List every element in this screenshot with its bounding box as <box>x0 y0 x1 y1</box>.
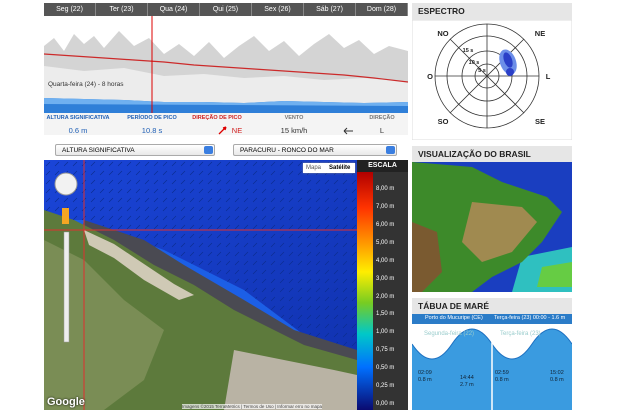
scale-label: 4,00 m <box>376 257 395 264</box>
day-tab[interactable]: Sáb (27) <box>304 3 356 16</box>
location-select[interactable]: PARACURU - RONCO DO MAR <box>233 144 397 156</box>
tide-height: 2.7 m <box>460 382 474 388</box>
tide-day: Terça-feira (23) <box>500 331 541 337</box>
stat-value: 0.6 m <box>68 126 88 135</box>
panel-header: TÁBUA DE MARÉ <box>412 298 572 314</box>
scale-label: 0,25 m <box>376 383 395 390</box>
tide-time: 02:09 <box>418 370 432 376</box>
direction-icon <box>218 126 227 135</box>
scale-label: 0,50 m <box>376 365 395 372</box>
map-button[interactable]: Mapa <box>306 165 322 171</box>
tide-height: 0.8 m <box>495 377 509 383</box>
wave-chart: Quarta-feira (24) - 8 horas <box>44 16 408 113</box>
map-type: Mapa Satélite <box>303 163 355 173</box>
spectrum-label: 5 s <box>478 68 486 74</box>
wind-icon <box>343 127 353 135</box>
day-tab[interactable]: Sex (26) <box>252 3 304 16</box>
scale-title: ESCALA <box>368 162 397 169</box>
tide-day: Segunda-feira (22) <box>424 331 475 337</box>
map[interactable] <box>44 160 408 410</box>
variable-select[interactable]: ALTURA SIGNIFICATIVA <box>55 144 215 156</box>
scale-label: 5,00 m <box>376 239 395 246</box>
scale-label: 2,00 m <box>376 293 395 300</box>
scale-label: 0,75 m <box>376 347 395 354</box>
select-text: ALTURA SIGNIFICATIVA <box>62 147 135 154</box>
stat-header: ALTURA SIGNIFICATIVA <box>46 115 110 121</box>
spectrum-label: 15 s <box>463 48 474 54</box>
stat-header: PERÍODO DE PICO <box>127 115 177 121</box>
spectrum-label: O <box>427 72 433 81</box>
scale-label: 7,00 m <box>376 203 395 210</box>
panel-header: VISUALIZAÇÃO DO BRASIL <box>412 146 572 162</box>
scale-label: 3,00 m <box>376 275 395 282</box>
map-attribution: Imagens ©2015 TerraMetrics | Termos de U… <box>182 404 323 409</box>
scale-label: 0,00 m <box>376 401 395 407</box>
stats-bar <box>44 113 408 135</box>
stat-header: DIREÇÃO <box>369 115 395 121</box>
tide-time: 02:59 <box>495 370 509 376</box>
spectrum-label: NE <box>535 29 545 38</box>
day-tab[interactable]: Seg (22) <box>44 3 96 16</box>
tide-height: 0.8 m <box>550 377 564 383</box>
tide-time: 15:02 <box>550 370 564 376</box>
map-button[interactable]: Satélite <box>329 165 351 171</box>
select-arrow <box>204 146 213 154</box>
scale-label: 1,00 m <box>376 329 395 336</box>
tide-current: Terça-feira (23) 00:00 - 1.6 m <box>494 315 566 321</box>
spectrum-label: SE <box>535 117 545 126</box>
spectrum-label: SO <box>438 117 449 126</box>
panel-header: ESPECTRO <box>412 3 572 20</box>
stat-header: VENTO <box>284 115 304 121</box>
select-arrow <box>386 146 395 154</box>
chart-label: Quarta-feira (24) - 8 horas <box>48 81 124 88</box>
tide-height: 0.8 m <box>418 377 432 383</box>
day-tab[interactable]: Qua (24) <box>148 3 200 16</box>
brazil-map <box>412 162 572 292</box>
stat-value: NE <box>231 126 243 135</box>
day-tab[interactable]: Ter (23) <box>96 3 148 16</box>
spectrum-label: L <box>546 72 551 81</box>
select-text: PARACURU - RONCO DO MAR <box>240 147 334 154</box>
stat-value: 15 km/h <box>280 126 308 135</box>
spectrum-label: 10 s <box>469 60 480 66</box>
scale-label: 6,00 m <box>376 221 395 228</box>
day-tab[interactable]: Dom (28) <box>356 3 408 16</box>
scale-label: 8,00 m <box>376 186 395 192</box>
stat-header: DIREÇÃO DE PICO <box>192 115 242 121</box>
day-tab[interactable]: Qui (25) <box>200 3 252 16</box>
tide-port: Porto do Mucuripe (CE) <box>425 315 483 321</box>
tide-chart <box>412 314 572 410</box>
scale-label: 1,50 m <box>376 311 395 318</box>
spectrum-label: NO <box>437 29 448 38</box>
tide-time: 14:44 <box>460 375 474 381</box>
map-logo: Google <box>47 396 85 408</box>
stat-value: L <box>379 126 385 135</box>
spectrum-plot: NO NE O L SO SE 15 s 10 s 5 s <box>412 20 572 140</box>
stat-value: 10.8 s <box>141 126 163 135</box>
